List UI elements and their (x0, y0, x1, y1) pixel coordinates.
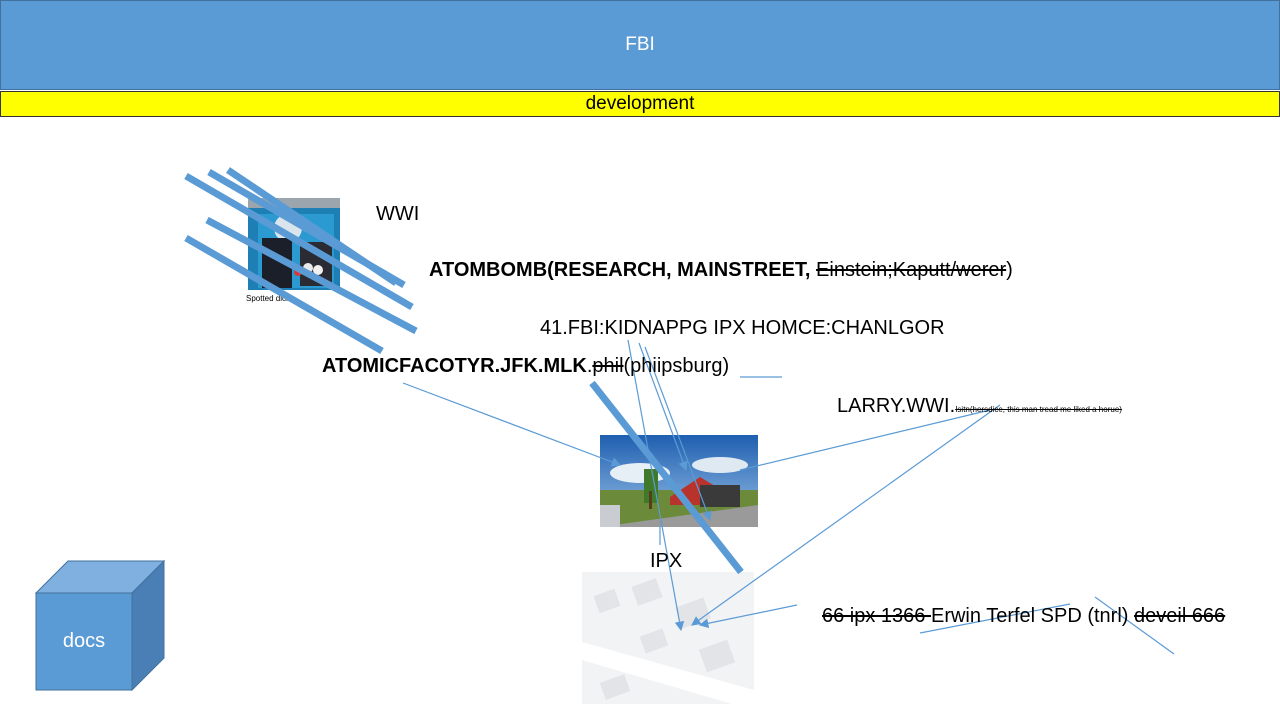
title-text: FBI (625, 34, 655, 55)
erwin-struck-text-1: 66 ipx 1366 (822, 605, 931, 627)
erwin-line: 66 ipx 1366 Erwin Terfel SPD (tnrl) deve… (822, 605, 1225, 628)
erwin-struck-text-2: deveil 666 (1134, 605, 1226, 627)
subtitle-text: development (585, 93, 695, 114)
atomic-factory-line: ATOMICFACOTYR.JFK.MLK.phil(phiipsburg) (322, 355, 729, 378)
connector-arrow (402, 382, 622, 467)
larry-text: LARRY.WWI. (837, 395, 956, 417)
wwi-label: WWI (376, 203, 420, 225)
atomic-factory-rest: (phiipsburg) (623, 355, 730, 377)
larry-small-text: Isitn(hersdice, this man tread me liked … (955, 405, 1122, 414)
atombomb-line: ATOMBOMB(RESEARCH, MAINSTREET, Einstein;… (429, 259, 1013, 282)
docs-label: docs (62, 630, 106, 652)
atomic-factory-dot: . (586, 355, 593, 377)
title-bar: FBI (0, 0, 1280, 90)
ipx-label: IPX (650, 550, 683, 572)
portrait-photo (248, 198, 340, 290)
connector-line (739, 409, 991, 471)
atombomb-struck-text: Einstein;Kaputt/werer (816, 259, 1007, 281)
map-thumbnail (582, 572, 754, 704)
kidnap-label: 41.FBI:KIDNAPPG IPX HOMCE:CHANLGOR (540, 317, 945, 339)
portrait-caption: Spotted dick (246, 294, 291, 303)
larry-line: LARRY.WWI.Isitn(hersdice, this man tread… (837, 395, 1122, 418)
atombomb-text: ATOMBOMB(RESEARCH, MAINSTREET, (429, 259, 811, 281)
subtitle-bar: development (0, 91, 1280, 117)
atomic-factory-text: ATOMICFACOTYR.JFK.MLK (322, 355, 587, 377)
atombomb-close: ) (1006, 259, 1013, 281)
erwin-text: Erwin Terfel SPD (tnrl) (930, 605, 1134, 627)
street-view-photo (600, 435, 758, 527)
atomic-factory-struck-text: phil (592, 355, 624, 377)
